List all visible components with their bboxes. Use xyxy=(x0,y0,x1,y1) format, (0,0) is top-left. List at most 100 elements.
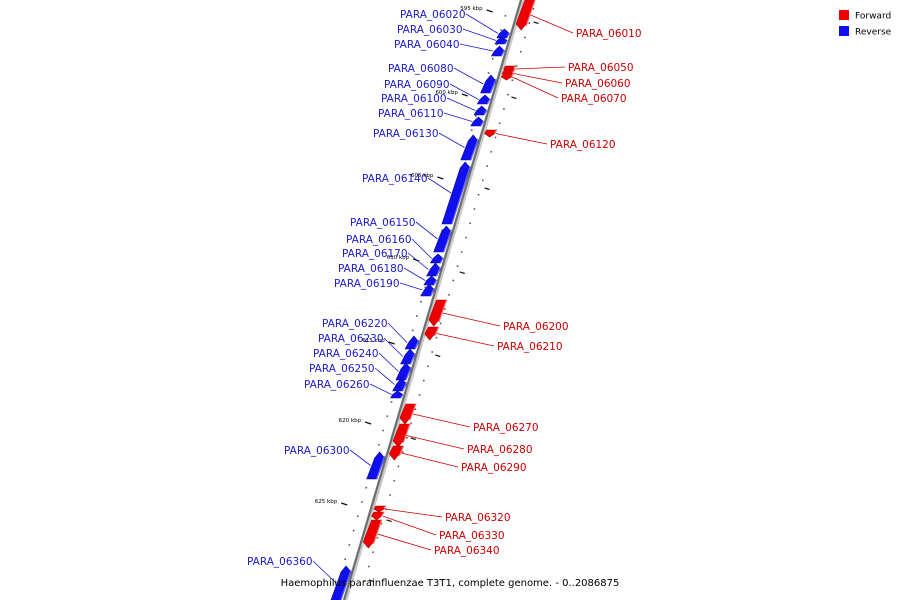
minor-tick xyxy=(411,329,414,332)
gene-para_06210 xyxy=(424,326,440,341)
gene-arrow xyxy=(470,116,484,127)
gene-arrow xyxy=(500,73,514,81)
gene-highlight xyxy=(381,511,385,517)
gene-para_06170 xyxy=(426,262,441,277)
gene-highlight xyxy=(511,69,515,74)
gene-leader-line xyxy=(406,435,465,450)
gene-arrow xyxy=(373,505,387,513)
gene-para_06280 xyxy=(392,423,411,448)
major-tick xyxy=(459,271,465,275)
gene-label[interactable]: PARA_06090 xyxy=(384,79,450,91)
gene-highlight xyxy=(340,569,352,600)
gene-highlight xyxy=(506,32,510,39)
legend-reverse-label: Reverse xyxy=(855,28,892,38)
gene-label[interactable]: PARA_06120 xyxy=(550,139,616,151)
gene-label[interactable]: PARA_06110 xyxy=(378,108,444,120)
gene-highlight xyxy=(402,381,408,392)
gene-label[interactable]: PARA_06240 xyxy=(313,348,379,360)
minor-tick xyxy=(424,286,427,289)
gene-label[interactable]: PARA_06100 xyxy=(381,93,447,105)
minor-tick xyxy=(386,415,389,417)
gene-label[interactable]: PARA_06260 xyxy=(304,379,370,391)
minor-tick xyxy=(410,422,412,425)
gene-label[interactable]: PARA_06340 xyxy=(434,545,500,557)
minor-tick xyxy=(482,179,484,182)
minor-tick xyxy=(431,351,433,353)
gene-label[interactable]: PARA_06290 xyxy=(461,462,527,474)
gene-label[interactable]: PARA_06140 xyxy=(362,173,428,185)
gene-label[interactable]: PARA_06050 xyxy=(568,62,634,74)
gene-highlight xyxy=(436,266,441,277)
gene-highlight xyxy=(414,339,420,350)
gene-leader-line xyxy=(411,238,433,259)
gene-label[interactable]: PARA_06330 xyxy=(439,530,505,542)
minor-tick xyxy=(469,222,471,225)
gene-label[interactable]: PARA_06230 xyxy=(318,333,384,345)
gene-arrow xyxy=(428,299,447,327)
scale-label: 610 kbp xyxy=(387,255,410,261)
gene-label[interactable]: PARA_06070 xyxy=(561,93,627,105)
legend-forward-swatch xyxy=(839,10,849,20)
minor-tick xyxy=(439,322,442,325)
gene-highlight xyxy=(513,65,516,69)
gene-highlight xyxy=(433,279,438,286)
major-tick xyxy=(435,354,441,358)
gene-leader-line xyxy=(312,560,337,584)
gene-label[interactable]: PARA_06020 xyxy=(400,9,466,21)
gene-leader-line xyxy=(401,452,459,468)
gene-arrow xyxy=(420,283,435,297)
gene-label[interactable]: PARA_06360 xyxy=(247,556,313,568)
gene-highlight xyxy=(525,0,536,27)
minor-tick xyxy=(532,8,535,10)
gene-leader-line xyxy=(449,83,479,100)
gene-label[interactable]: PARA_06200 xyxy=(503,321,569,333)
gene-label[interactable]: PARA_06280 xyxy=(467,444,533,456)
gene-arrow xyxy=(404,335,420,350)
minor-tick xyxy=(406,437,408,439)
gene-label[interactable]: PARA_06190 xyxy=(334,278,400,290)
gene-highlight xyxy=(434,326,440,337)
gene-para_06110 xyxy=(470,116,485,127)
minor-tick xyxy=(494,136,497,139)
gene-label[interactable]: PARA_06160 xyxy=(346,234,412,246)
gene-highlight xyxy=(438,299,448,323)
gene-para_06140 xyxy=(441,161,471,225)
gene-arrow xyxy=(515,0,536,31)
gene-label[interactable]: PARA_06180 xyxy=(338,263,404,275)
gene-label[interactable]: PARA_06150 xyxy=(350,217,416,229)
minor-tick xyxy=(503,108,505,110)
gene-highlight xyxy=(486,98,491,105)
gene-label[interactable]: PARA_06300 xyxy=(284,445,350,457)
gene-label[interactable]: PARA_06130 xyxy=(373,128,439,140)
gene-leader-line xyxy=(446,97,476,111)
gene-leader-line xyxy=(382,515,437,536)
minor-tick xyxy=(477,193,480,196)
major-tick xyxy=(484,187,490,191)
gene-label[interactable]: PARA_06220 xyxy=(322,318,388,330)
gene-label[interactable]: PARA_06210 xyxy=(497,341,563,353)
gene-arrow xyxy=(390,390,404,399)
minor-tick xyxy=(420,301,422,303)
gene-label[interactable]: PARA_06270 xyxy=(473,422,539,434)
axis-line xyxy=(342,0,523,600)
gene-leader-line xyxy=(513,73,563,84)
gene-highlight xyxy=(398,445,404,457)
gene-label[interactable]: PARA_06010 xyxy=(576,28,642,40)
gene-label[interactable]: PARA_06040 xyxy=(394,39,460,51)
gene-label[interactable]: PARA_06320 xyxy=(445,512,511,524)
legend-reverse-swatch xyxy=(839,26,849,36)
gene-label[interactable]: PARA_06250 xyxy=(309,363,375,375)
gene-leader-line xyxy=(459,43,494,52)
minor-tick xyxy=(401,451,404,453)
gene-label[interactable]: PARA_06170 xyxy=(342,248,408,260)
minor-tick xyxy=(397,465,400,468)
gene-leader-line xyxy=(495,133,548,145)
minor-tick xyxy=(365,486,368,489)
gene-label[interactable]: PARA_06080 xyxy=(388,63,454,75)
gene-para_06020 xyxy=(496,28,510,39)
minor-tick xyxy=(344,558,346,560)
gene-leader-line xyxy=(412,413,471,428)
gene-label[interactable]: PARA_06030 xyxy=(397,24,463,36)
minor-tick xyxy=(486,165,488,167)
gene-label[interactable]: PARA_06060 xyxy=(565,78,631,90)
